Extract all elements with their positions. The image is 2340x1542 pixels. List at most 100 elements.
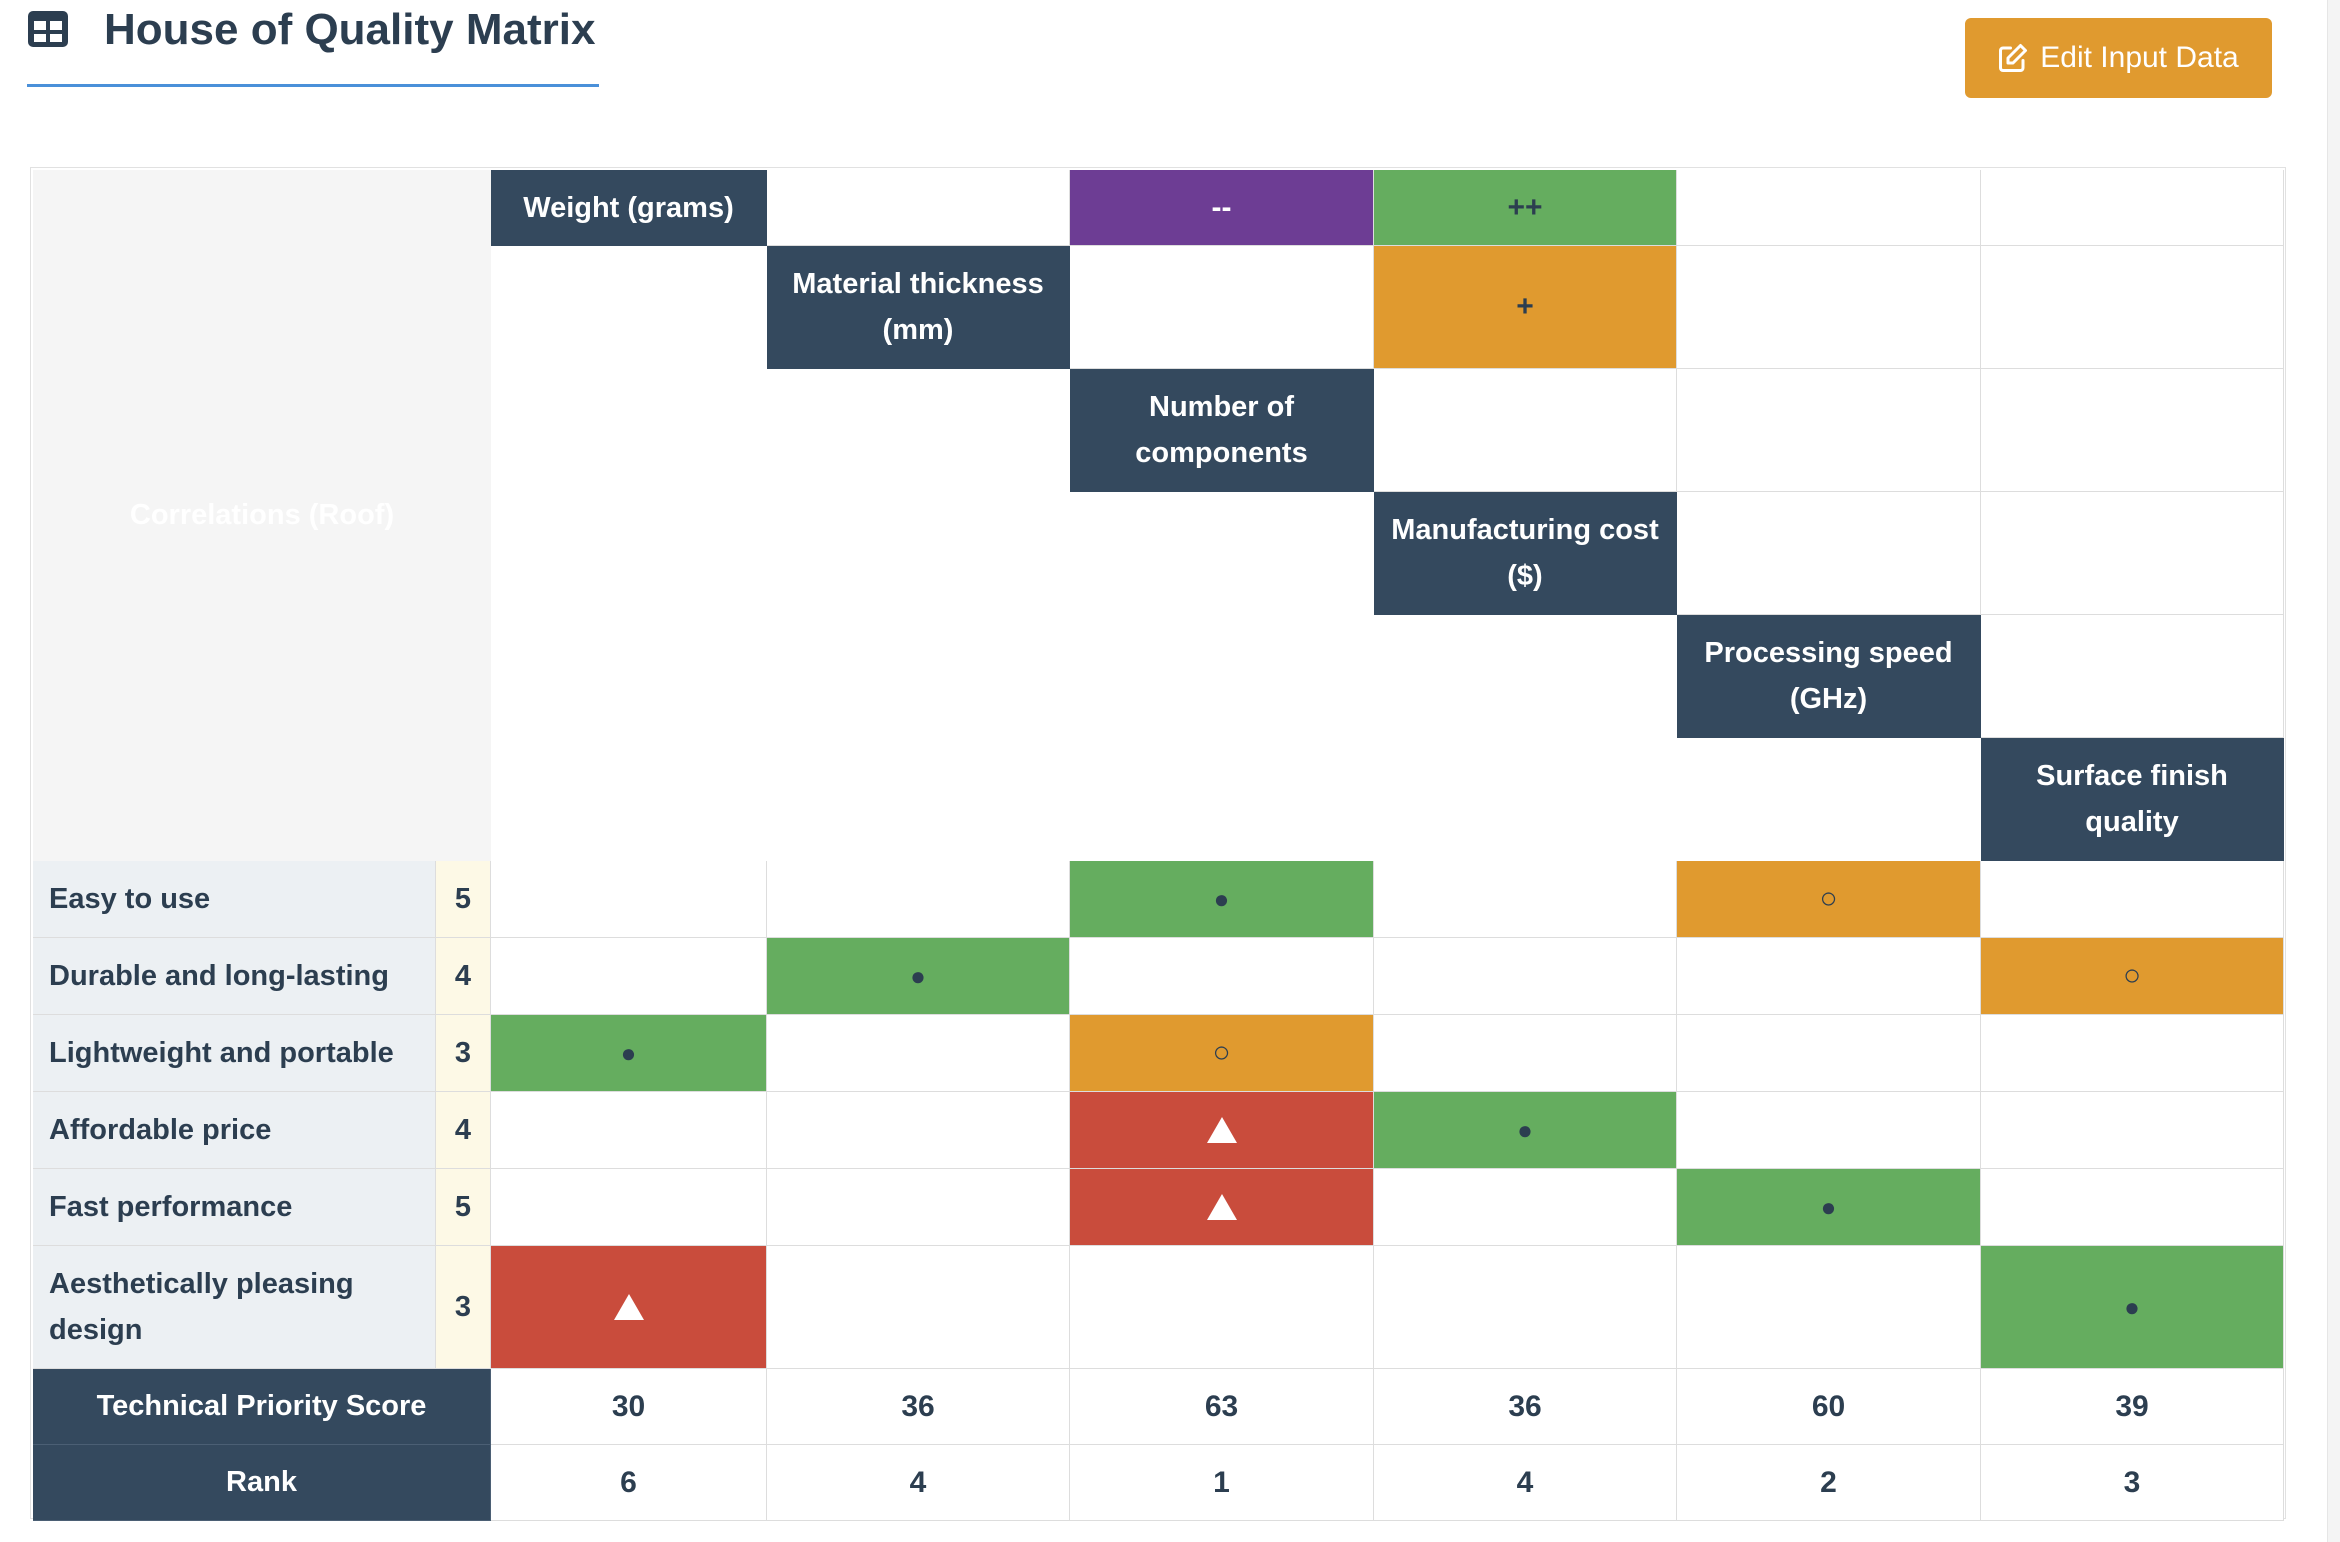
relationship-cell[interactable] — [491, 1246, 767, 1369]
score-label: Technical Priority Score — [96, 1390, 427, 1422]
relationship-cell[interactable]: ● — [491, 1015, 767, 1092]
relationship-cell[interactable] — [767, 1092, 1070, 1169]
customer-requirement-label: Fast performance — [49, 1191, 293, 1223]
importance-rating: 4 — [436, 938, 491, 1015]
rank-label: Rank — [226, 1466, 297, 1498]
priority-score-cell: 63 — [1070, 1369, 1374, 1445]
relationship-cell[interactable] — [491, 861, 767, 938]
relationship-cell[interactable] — [1677, 1246, 1981, 1369]
triangle-icon — [1206, 1117, 1237, 1143]
rank-cell: 1 — [1070, 1445, 1374, 1521]
relationship-cell[interactable] — [1070, 1246, 1374, 1369]
relationship-cell[interactable] — [1070, 938, 1374, 1015]
roof-empty-cell[interactable] — [1981, 492, 2284, 615]
relationship-cell[interactable] — [1981, 861, 2284, 938]
technical-header-label: Material thickness (mm) — [792, 268, 1044, 346]
correlation-symbol: + — [1516, 290, 1534, 323]
importance-value: 4 — [454, 1113, 472, 1146]
importance-rating: 3 — [436, 1246, 491, 1369]
roof-empty-cell[interactable] — [1981, 615, 2284, 738]
strong-relationship-icon: ● — [910, 960, 926, 991]
relationship-cell[interactable] — [1374, 861, 1677, 938]
strong-relationship-icon: ● — [620, 1037, 637, 1068]
customer-requirement-4: Affordable price — [33, 1092, 436, 1169]
roof-empty-cell[interactable] — [767, 170, 1070, 246]
roof-correlation-cell[interactable]: ++ — [1374, 170, 1677, 246]
rank-cell: 2 — [1677, 1445, 1981, 1521]
edit-input-data-button[interactable]: Edit Input Data — [1965, 18, 2272, 98]
house-of-quality-matrix: Correlations (Roof) Weight (grams) -- ++ Mat… — [30, 167, 2286, 1521]
relationship-cell[interactable]: ● — [1981, 1246, 2284, 1369]
roof-empty-cell[interactable] — [1677, 246, 1981, 369]
relationship-cell[interactable] — [491, 938, 767, 1015]
relationship-cell[interactable]: ● — [1374, 1092, 1677, 1169]
roof-empty-cell[interactable] — [1981, 170, 2284, 246]
relationship-cell[interactable] — [767, 861, 1070, 938]
relationship-cell[interactable] — [1981, 1169, 2284, 1246]
priority-score-cell: 30 — [491, 1369, 767, 1445]
roof-empty-cell[interactable] — [1677, 369, 1981, 492]
relationship-cell[interactable] — [1374, 938, 1677, 1015]
relationship-cell[interactable]: ● — [1677, 1169, 1981, 1246]
rank-header: Rank — [33, 1445, 491, 1521]
relationship-cell[interactable] — [1677, 938, 1981, 1015]
relationship-cell[interactable] — [1374, 1246, 1677, 1369]
relationship-cell[interactable]: ● — [1070, 861, 1374, 938]
priority-score-cell: 36 — [1374, 1369, 1677, 1445]
relationship-cell[interactable] — [491, 1092, 767, 1169]
priority-score-cell: 39 — [1981, 1369, 2284, 1445]
relationship-cell[interactable] — [1374, 1169, 1677, 1246]
roof-correlation-cell[interactable]: + — [1374, 246, 1677, 369]
rank-cell: 3 — [1981, 1445, 2284, 1521]
customer-requirement-label: Easy to use — [49, 883, 211, 915]
customer-requirement-5: Fast performance — [33, 1169, 436, 1246]
relationship-cell[interactable] — [491, 1169, 767, 1246]
technical-header-label: Weight (grams) — [523, 191, 734, 224]
customer-requirement-label: Affordable price — [49, 1114, 272, 1146]
relationship-cell[interactable]: ○ — [1981, 938, 2284, 1015]
importance-value: 3 — [454, 1290, 472, 1323]
correlation-symbol: -- — [1211, 190, 1232, 224]
relationship-cell[interactable] — [1677, 1092, 1981, 1169]
roof-empty-cell[interactable] — [1981, 369, 2284, 492]
relationship-cell[interactable]: ○ — [1677, 861, 1981, 938]
relationship-cell[interactable] — [1677, 1015, 1981, 1092]
relationship-cell[interactable] — [767, 1169, 1070, 1246]
relationship-cell[interactable] — [1070, 1092, 1374, 1169]
roof-empty-cell[interactable] — [1981, 246, 2284, 369]
roof-correlation-cell[interactable]: -- — [1070, 170, 1374, 246]
relationship-cell[interactable] — [767, 1015, 1070, 1092]
customer-requirement-6: Aesthetically pleasing design — [33, 1246, 436, 1369]
rank-value: 1 — [1213, 1465, 1230, 1499]
moderate-relationship-icon: ○ — [1819, 882, 1838, 915]
priority-score-cell: 60 — [1677, 1369, 1981, 1445]
roof-empty-cell[interactable] — [1070, 246, 1374, 369]
page-header: House of Quality Matrix — [27, 0, 599, 87]
relationship-cell[interactable]: ○ — [1070, 1015, 1374, 1092]
roof-label: Correlations (Roof) — [129, 499, 395, 531]
rank-value: 4 — [1516, 1465, 1534, 1499]
roof-empty-cell[interactable] — [1677, 492, 1981, 615]
relationship-cell[interactable] — [1981, 1092, 2284, 1169]
relationship-cell[interactable] — [1981, 1015, 2284, 1092]
technical-header-1: Weight (grams) — [491, 170, 767, 246]
roof-empty-cell[interactable] — [1677, 170, 1981, 246]
importance-value: 3 — [454, 1036, 472, 1069]
technical-priority-score-header: Technical Priority Score — [33, 1369, 491, 1445]
roof-empty-cell[interactable] — [1374, 369, 1677, 492]
relationship-cell[interactable] — [1374, 1015, 1677, 1092]
strong-relationship-icon: ● — [1517, 1114, 1533, 1145]
relationship-cell[interactable]: ● — [767, 938, 1070, 1015]
priority-score-value: 60 — [1811, 1389, 1846, 1423]
priority-score-value: 39 — [2115, 1389, 2149, 1423]
rank-cell: 6 — [491, 1445, 767, 1521]
relationship-cell[interactable] — [1070, 1169, 1374, 1246]
technical-header-label: Number of components — [1135, 391, 1308, 469]
rank-value: 2 — [1820, 1465, 1837, 1499]
moderate-relationship-icon: ○ — [1212, 1036, 1231, 1069]
customer-requirement-label: Aesthetically pleasing design — [49, 1268, 354, 1346]
relationship-cell[interactable] — [767, 1246, 1070, 1369]
rank-value: 3 — [2123, 1465, 2141, 1499]
page-scrollbar[interactable] — [2327, 0, 2340, 1542]
triangle-icon — [613, 1294, 644, 1320]
